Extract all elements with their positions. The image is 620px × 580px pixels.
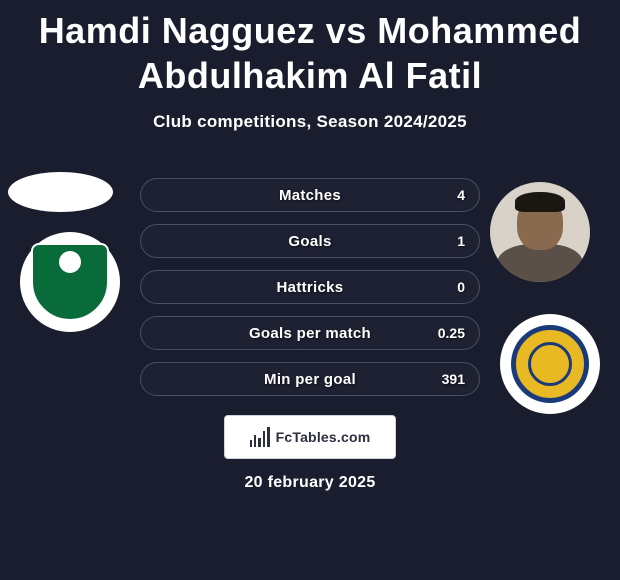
stat-label: Matches <box>279 187 341 204</box>
club-right-logo <box>500 314 600 414</box>
stat-row: Min per goal 391 <box>140 362 480 396</box>
stat-row: Hattricks 0 <box>140 270 480 304</box>
stat-value-right: 0.25 <box>438 325 465 341</box>
stat-row: Goals per match 0.25 <box>140 316 480 350</box>
source-badge-text: FcTables.com <box>276 429 371 445</box>
stat-label: Goals <box>288 233 331 250</box>
bar-chart-icon <box>250 427 270 447</box>
stat-label: Hattricks <box>277 279 344 296</box>
stat-row: Matches 4 <box>140 178 480 212</box>
avatar-hair-shape <box>515 192 565 212</box>
stat-label: Min per goal <box>264 371 356 388</box>
club-left-logo <box>20 232 120 332</box>
page-title: Hamdi Nagguez vs Mohammed Abdulhakim Al … <box>0 0 620 98</box>
stat-label: Goals per match <box>249 325 371 342</box>
source-badge[interactable]: FcTables.com <box>224 415 396 459</box>
stat-value-right: 1 <box>457 233 465 249</box>
stat-value-right: 0 <box>457 279 465 295</box>
subtitle: Club competitions, Season 2024/2025 <box>0 112 620 132</box>
stat-row: Goals 1 <box>140 224 480 258</box>
club-left-shield-icon <box>31 243 109 321</box>
stat-value-right: 391 <box>442 371 465 387</box>
stat-value-right: 4 <box>457 187 465 203</box>
player-left-avatar-placeholder <box>8 172 113 212</box>
date-label: 20 february 2025 <box>244 474 375 492</box>
stats-table: Matches 4 Goals 1 Hattricks 0 Goals per … <box>140 178 480 408</box>
player-right-avatar <box>490 182 590 282</box>
club-right-crest-icon <box>511 325 589 403</box>
